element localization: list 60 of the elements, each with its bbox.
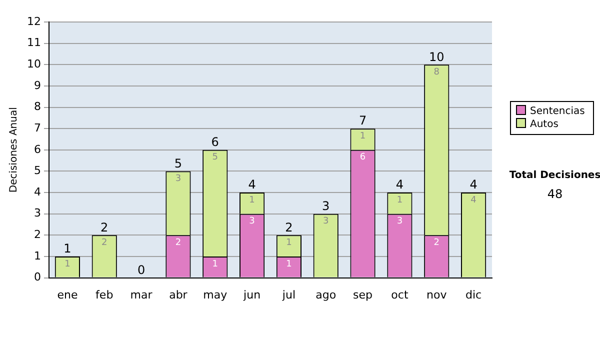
- data-label: 2: [434, 238, 440, 248]
- data-label: 8: [434, 67, 440, 78]
- y-tick-label: 5: [34, 164, 41, 178]
- x-tick-label: mar: [130, 288, 153, 302]
- y-tick-label: 4: [34, 185, 41, 198]
- legend-label: Sentencias: [529, 105, 585, 118]
- y-tick-label: 11: [26, 36, 41, 50]
- y-tick-label: 1: [34, 249, 41, 262]
- total-label: 4: [248, 178, 256, 192]
- text: 48: [546, 187, 564, 201]
- total-label: 4: [470, 178, 478, 192]
- data-label: 3: [175, 174, 182, 184]
- total-label: 3: [322, 198, 330, 213]
- y-tick-label: 2: [34, 228, 41, 242]
- total-label: 2: [100, 220, 108, 234]
- data-label: 1: [360, 131, 366, 142]
- y-axis-title: Decisiones Anual: [8, 107, 20, 193]
- total-label: 5: [174, 156, 182, 170]
- x-tick-label: may: [203, 288, 228, 302]
- y-tick-label: 6: [34, 142, 41, 156]
- y-tick-label: 9: [34, 78, 41, 92]
- x-tick-label: sep: [353, 288, 373, 302]
- y-tick-label: 0: [34, 270, 41, 284]
- x-tick-label: nov: [426, 288, 448, 302]
- x-tick-label: ene: [57, 288, 78, 302]
- x-tick-label: abr: [169, 288, 188, 302]
- text: Total Decisiones: [508, 170, 600, 181]
- y-tick-label: 12: [26, 14, 41, 28]
- x-tick-label: ago: [316, 288, 336, 302]
- x-tick-label: dic: [465, 288, 482, 302]
- data-label: 1: [286, 238, 292, 248]
- x-tick-label: oct: [391, 288, 409, 302]
- data-label: 6: [360, 152, 366, 163]
- y-tick-label: 8: [34, 100, 41, 114]
- legend-label: Autos: [529, 118, 560, 131]
- data-label: 3: [396, 216, 403, 227]
- total-label: 6: [211, 135, 219, 150]
- data-label: 5: [212, 152, 218, 163]
- data-label: 4: [470, 195, 477, 206]
- total-label: 10: [428, 50, 444, 64]
- data-label: 1: [64, 259, 70, 270]
- x-tick-label: feb: [96, 288, 114, 302]
- total-label: 2: [285, 220, 293, 234]
- total-label: 0: [137, 262, 146, 277]
- data-label: 2: [175, 238, 182, 248]
- x-tick-label: jun: [242, 288, 261, 302]
- data-label: 1: [249, 195, 255, 206]
- total-label: 4: [396, 178, 404, 192]
- x-tick-label: jul: [281, 288, 296, 302]
- total-label: 7: [358, 114, 367, 128]
- y-tick-label: 10: [26, 57, 41, 70]
- data-label: 3: [323, 216, 329, 227]
- data-label: 3: [249, 216, 255, 227]
- data-label: 2: [102, 238, 108, 248]
- y-tick-label: 3: [34, 206, 41, 220]
- y-tick-label: 7: [34, 121, 41, 134]
- data-label: 1: [212, 259, 218, 270]
- total-label: 1: [64, 242, 72, 256]
- data-label: 1: [396, 195, 403, 206]
- data-label: 1: [286, 259, 292, 270]
